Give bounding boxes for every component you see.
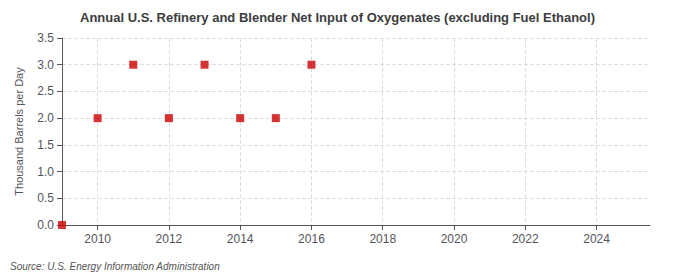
svg-text:0.5: 0.5 <box>37 191 54 205</box>
svg-text:Thousand Barrels per Day: Thousand Barrels per Day <box>13 67 25 196</box>
svg-text:Annual U.S. Refinery and Blend: Annual U.S. Refinery and Blender Net Inp… <box>80 10 595 25</box>
svg-text:3.5: 3.5 <box>37 31 54 45</box>
svg-text:2010: 2010 <box>84 232 111 246</box>
svg-text:Source: U.S. Energy Informatio: Source: U.S. Energy Information Administ… <box>10 261 220 272</box>
svg-text:2020: 2020 <box>441 232 468 246</box>
svg-text:1.0: 1.0 <box>37 165 54 179</box>
svg-text:0.0: 0.0 <box>37 218 54 232</box>
svg-text:2.5: 2.5 <box>37 84 54 98</box>
svg-text:2018: 2018 <box>369 232 396 246</box>
svg-text:2012: 2012 <box>156 232 183 246</box>
svg-text:2.0: 2.0 <box>37 111 54 125</box>
svg-text:2016: 2016 <box>298 232 325 246</box>
svg-text:3.0: 3.0 <box>37 58 54 72</box>
svg-text:1.5: 1.5 <box>37 138 54 152</box>
svg-text:2022: 2022 <box>512 232 539 246</box>
svg-text:2024: 2024 <box>583 232 610 246</box>
svg-text:2014: 2014 <box>227 232 254 246</box>
